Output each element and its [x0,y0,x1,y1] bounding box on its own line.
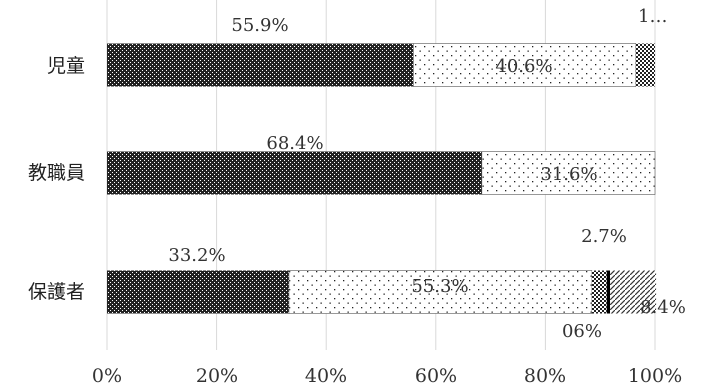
x-tick-label: 0% [92,365,122,387]
data-label: 1… [638,6,667,27]
bars [107,43,657,314]
x-tick-label: 80% [524,365,566,387]
x-tick-label: 20% [196,365,238,387]
bar-segment [481,151,656,195]
bar-segment [606,270,611,314]
bar-segment [635,43,655,87]
bar-segment [107,151,482,195]
bar-segment [610,270,657,314]
bar-segment [107,43,414,87]
bar-segment [591,270,607,314]
x-axis-tick-labels: 0% 20% 40% 60% 80% 100% [92,365,682,387]
data-label: 8.4% [640,297,686,318]
x-tick-label: 60% [415,365,457,387]
category-label-children: 児童 [47,55,85,77]
x-tick-label: 100% [628,365,682,387]
data-label: 2.7% [581,226,627,247]
category-label-staff: 教職員 [28,162,85,184]
data-label: 06% [562,321,602,342]
bar-segment [107,270,289,314]
category-label-parents: 保護者 [28,281,85,303]
data-label: 55.9% [231,15,288,36]
x-tick-label: 40% [305,365,347,387]
data-labels: 55.9% 40.6% 1… 68.4% 31.6% 33.2% 55.3% 2… [168,6,685,342]
data-label: 68.4% [266,133,323,154]
category-labels: 児童 教職員 保護者 [28,55,85,303]
data-label: 55.3% [411,276,468,297]
data-label: 40.6% [495,56,552,77]
data-label: 31.6% [540,164,597,185]
data-label: 33.2% [168,245,225,266]
